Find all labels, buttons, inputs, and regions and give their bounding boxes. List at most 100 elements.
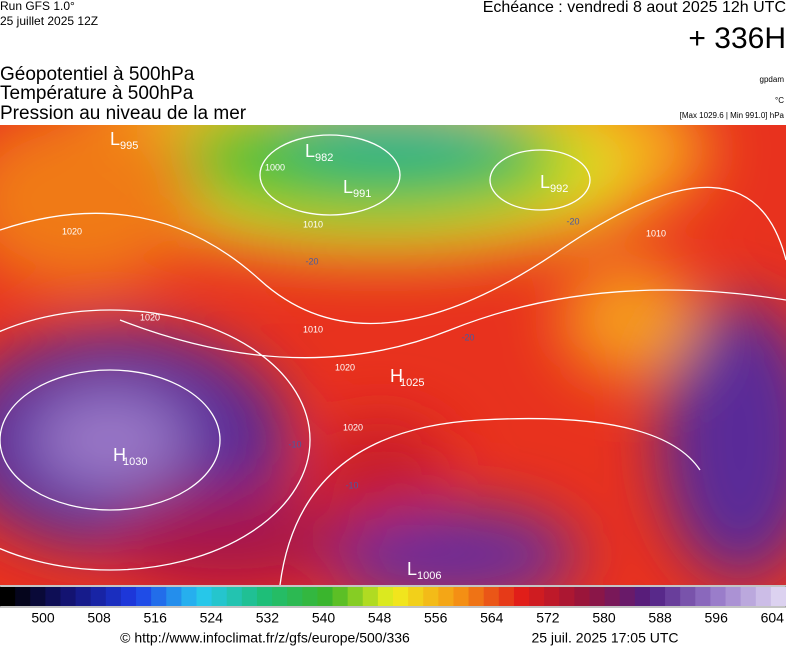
- color-swatch: [287, 587, 303, 606]
- pressure-center-type: L: [407, 559, 417, 579]
- color-swatch: [241, 587, 258, 606]
- color-swatch: [574, 587, 590, 606]
- title: Température à 500hPa: [0, 83, 194, 104]
- color-swatch: [347, 587, 364, 606]
- isobar-label: 1020: [335, 362, 355, 372]
- pressure-center-value: 1030: [123, 456, 147, 468]
- title: Géopotentiel à 500hPa: [0, 64, 195, 85]
- pressure-center-type: L: [540, 172, 550, 192]
- color-swatch: [740, 587, 757, 606]
- temperature-label: -20: [461, 332, 474, 342]
- color-swatch: [665, 587, 681, 606]
- color-swatch: [680, 587, 696, 606]
- generated-time: 25 juil. 2025 17:05 UTC: [531, 630, 678, 646]
- source: © http://www.infoclimat.fr/z/gfs/europe/…: [120, 630, 410, 646]
- colorbar-tick-label: 508: [87, 610, 111, 626]
- title: Pression au niveau de la mer: [0, 103, 247, 124]
- color-swatch: [559, 587, 575, 606]
- colorbar-tick-label: 532: [256, 610, 280, 626]
- color-swatch: [362, 587, 379, 606]
- colorbar-tick-label: 516: [144, 610, 168, 626]
- color-swatch: [15, 587, 31, 606]
- pressure-center-type: L: [343, 177, 353, 197]
- color-swatch: [725, 587, 742, 606]
- color-swatch: [151, 587, 167, 606]
- lead-time: + 336H: [688, 22, 786, 55]
- pressure-center-value: 1025: [400, 377, 424, 389]
- forecast-time: Echéance : vendredi 8 aout 2025 12h UTC: [483, 0, 786, 16]
- pressure-center-value: 1006: [417, 570, 441, 582]
- temperature-label: -20: [566, 216, 579, 226]
- color-swatch: [408, 587, 424, 606]
- color-swatch: [196, 587, 213, 606]
- colorbar-tick-label: 556: [424, 610, 448, 626]
- run-date: 25 juillet 2025 12Z: [0, 14, 98, 28]
- color-swatch: [75, 587, 92, 606]
- pressure-center-type: L: [110, 129, 120, 149]
- color-swatch: [498, 587, 515, 606]
- isobar-label: 1010: [303, 219, 323, 229]
- pressure-center-type: H: [113, 445, 126, 465]
- color-swatch: [226, 587, 243, 606]
- color-swatch: [166, 587, 182, 606]
- color-swatch: [120, 587, 137, 606]
- unit: gpdam: [760, 75, 785, 84]
- colorbar-tick-label: 580: [592, 610, 616, 626]
- color-swatch: [649, 587, 666, 606]
- color-swatch: [513, 587, 530, 606]
- color-swatch: [45, 587, 61, 606]
- color-swatch: [619, 587, 636, 606]
- temperature-label: -10: [288, 439, 301, 449]
- isobar-label: 1020: [140, 312, 160, 322]
- color-swatch: [317, 587, 334, 606]
- colorbar-tick-label: 548: [368, 610, 392, 626]
- pressure-center-value: 995: [120, 140, 138, 152]
- color-swatch: [332, 587, 349, 606]
- isobar-label: 1020: [62, 226, 82, 236]
- color-swatch: [272, 587, 288, 606]
- unit: °C: [775, 96, 784, 105]
- temperature-label: -20: [305, 256, 318, 266]
- colorbar-tick-label: 540: [312, 610, 336, 626]
- isobar-label: 1010: [303, 324, 323, 334]
- map-field: [0, 125, 786, 585]
- pressure-center-type: L: [305, 141, 315, 161]
- color-swatch: [770, 587, 786, 606]
- colorbar-tick-label: 500: [31, 610, 55, 626]
- temperature-label: -10: [345, 480, 358, 490]
- color-swatch: [136, 587, 152, 606]
- color-swatch: [181, 587, 197, 606]
- color-swatch: [30, 587, 46, 606]
- color-swatch: [755, 587, 772, 606]
- color-swatch: [393, 587, 409, 606]
- colorbar-tick-label: 596: [705, 610, 729, 626]
- colorbar-tick-label: 604: [761, 610, 785, 626]
- color-swatch: [529, 587, 545, 606]
- color-swatch: [453, 587, 470, 606]
- colorbar-tick-label: 524: [200, 610, 224, 626]
- isobar-label: 1010: [646, 228, 666, 238]
- colorbar-tick-label: 572: [536, 610, 560, 626]
- color-swatch: [589, 587, 606, 606]
- color-swatch: [483, 587, 500, 606]
- unit: [Max 1029.6 | Min 991.0] hPa: [680, 111, 785, 120]
- color-swatch: [544, 587, 560, 606]
- isobar-label: 1020: [343, 422, 363, 432]
- color-swatch: [0, 587, 16, 606]
- isobar-label: 1000: [265, 162, 285, 172]
- pressure-center-type: H: [390, 366, 403, 386]
- color-swatch: [423, 587, 439, 606]
- color-swatch: [468, 587, 485, 606]
- color-swatch: [634, 587, 651, 606]
- color-swatch: [710, 587, 727, 606]
- run-label: Run GFS 1.0°: [0, 0, 75, 13]
- color-swatch: [604, 587, 621, 606]
- color-swatch: [695, 587, 711, 606]
- color-swatch: [60, 587, 77, 606]
- color-swatch: [438, 587, 454, 606]
- pressure-center-value: 992: [550, 183, 568, 195]
- color-swatch: [90, 587, 107, 606]
- color-swatch: [211, 587, 228, 606]
- colorbar-tick-label: 564: [480, 610, 504, 626]
